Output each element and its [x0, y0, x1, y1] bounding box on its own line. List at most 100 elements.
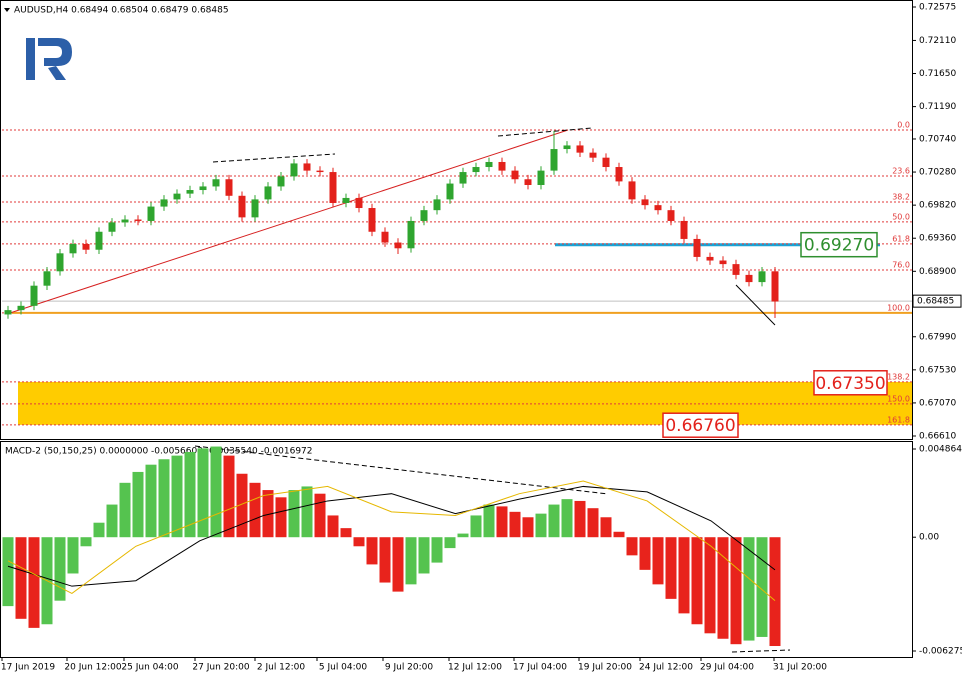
annotation-label: 0.69270	[804, 236, 874, 256]
candle-body	[95, 231, 103, 250]
macd-y-tick-label: -0.0062753	[919, 647, 962, 657]
trend-line	[735, 284, 776, 326]
macd-bar	[158, 459, 170, 538]
macd-bar	[197, 448, 209, 538]
candle-body	[654, 205, 662, 211]
candle-body	[433, 199, 441, 211]
macd-bar	[210, 446, 222, 538]
macd-bar	[106, 504, 118, 538]
macd-bar	[171, 455, 183, 538]
candle-body	[602, 157, 610, 168]
x-tick-label: 27 Jun 20:00	[192, 663, 249, 673]
macd-bar	[470, 515, 482, 538]
fib-label: 161.8	[887, 415, 910, 424]
macd-bar	[67, 537, 79, 574]
candle-body	[446, 183, 454, 200]
macd-bar	[418, 537, 430, 574]
dropdown-icon[interactable]	[4, 8, 10, 12]
annotation-box	[800, 231, 878, 258]
candle-body	[43, 271, 51, 286]
candle-body	[615, 167, 623, 182]
candle-body	[394, 242, 402, 249]
y-tick-label: 0.69360	[919, 234, 956, 244]
x-tick-label: 17 Jun 2019	[1, 663, 55, 673]
macd-line	[7, 480, 776, 602]
y-tick-label: 0.70280	[919, 168, 956, 178]
candle-body	[420, 210, 428, 221]
candle-body	[485, 161, 493, 168]
macd-bar	[496, 506, 508, 538]
candle-body	[368, 208, 376, 232]
macd-bar	[600, 517, 612, 538]
candle-body	[745, 274, 753, 283]
x-tick-label: 29 Jul 04:00	[700, 663, 754, 673]
candle-body	[134, 219, 142, 221]
annotation-box	[813, 370, 888, 396]
current-price-label: 0.68485	[917, 297, 954, 307]
candle-body	[30, 285, 38, 306]
fib-label: 50.0	[892, 212, 910, 221]
macd-bar	[15, 537, 27, 619]
macd-bar	[145, 464, 157, 538]
x-tick-label: 17 Jul 04:00	[513, 663, 567, 673]
fib-anchor-line	[9, 129, 569, 314]
macd-bar	[275, 497, 287, 538]
macd-bar	[483, 504, 495, 538]
y-tick-label: 0.69820	[919, 201, 956, 211]
macd-bar	[392, 537, 404, 592]
candle-body	[264, 186, 272, 200]
candle-body	[550, 149, 558, 171]
candle-body	[576, 145, 584, 153]
macd-bar	[249, 482, 261, 538]
macd-bar	[574, 500, 586, 538]
macd-bar	[119, 482, 131, 538]
candle-body	[459, 172, 467, 184]
macd-bar	[665, 537, 677, 599]
candle-body	[563, 145, 571, 150]
macd-bar	[366, 537, 378, 565]
candle-body	[706, 256, 714, 261]
candle-body	[4, 310, 12, 315]
macd-bar	[717, 537, 729, 639]
fib-label: 150.0	[887, 394, 910, 403]
candle-body	[199, 186, 207, 191]
candle-body	[121, 219, 129, 223]
candle-body	[186, 190, 194, 194]
macd-bar	[262, 490, 274, 538]
macd-bar	[431, 537, 443, 563]
candle-body	[667, 210, 675, 221]
candle-body	[771, 271, 779, 302]
macd-panel-frame	[0, 441, 913, 658]
fib-label: 23.6	[892, 166, 910, 175]
x-tick-label: 25 Jun 04:00	[121, 663, 178, 673]
macd-bar	[769, 537, 781, 647]
candle-body	[537, 170, 545, 186]
macd-bar	[535, 513, 547, 538]
macd-bar	[704, 537, 716, 634]
macd-trend-line	[731, 649, 791, 653]
fib-label: 138.2	[887, 372, 910, 381]
y-tick-label: 0.70740	[919, 134, 956, 144]
macd-bar	[80, 537, 92, 547]
fib-label: 76.0	[892, 260, 910, 269]
macd-bar	[444, 537, 456, 549]
macd-line	[7, 485, 776, 587]
candle-body	[225, 179, 233, 196]
candle-body	[69, 243, 77, 254]
candle-body	[680, 220, 688, 239]
macd-bar	[379, 537, 391, 583]
candle-body	[160, 199, 168, 207]
y-tick-label: 0.67070	[919, 398, 956, 408]
y-tick-label: 0.66610	[919, 432, 956, 442]
macd-bar	[613, 531, 625, 538]
x-tick-label: 12 Jul 12:00	[448, 663, 502, 673]
macd-bar	[54, 537, 66, 601]
macd-trend-line	[194, 445, 609, 495]
candle-body	[316, 170, 324, 173]
x-tick-label: 19 Jul 20:00	[578, 663, 632, 673]
candle-body	[589, 152, 597, 158]
candle-body	[108, 222, 116, 232]
